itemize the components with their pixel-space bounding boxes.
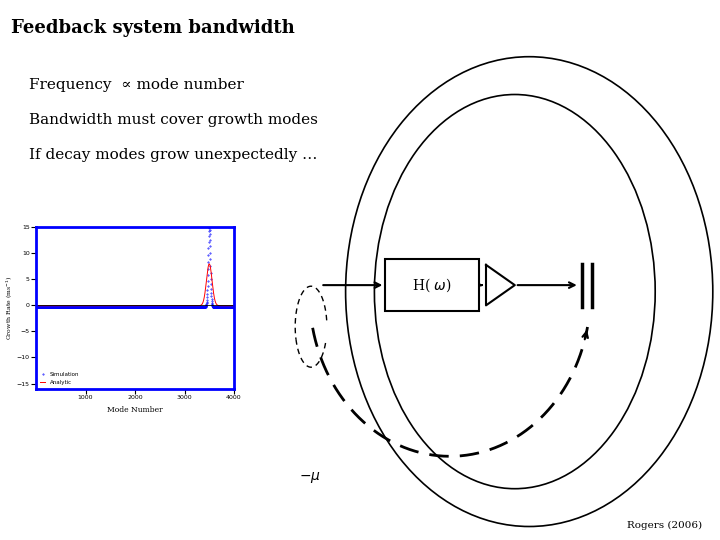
Simulation bbox=[169, 303, 178, 310]
Text: Frequency  ∝ mode number: Frequency ∝ mode number bbox=[29, 78, 243, 92]
Analytic bbox=[131, 302, 140, 309]
Simulation bbox=[204, 224, 213, 230]
X-axis label: Mode Number: Mode Number bbox=[107, 406, 163, 414]
Simulation bbox=[230, 303, 238, 310]
Text: Bandwidth must cover growth modes: Bandwidth must cover growth modes bbox=[29, 113, 318, 127]
Analytic bbox=[116, 302, 125, 309]
Analytic bbox=[230, 302, 238, 309]
Text: Rogers (2006): Rogers (2006) bbox=[627, 521, 702, 530]
Analytic bbox=[60, 302, 68, 309]
Simulation bbox=[89, 303, 97, 310]
Simulation bbox=[32, 303, 40, 310]
Simulation bbox=[54, 303, 63, 310]
Simulation bbox=[171, 303, 180, 310]
Text: If decay modes grow unexpectedly …: If decay modes grow unexpectedly … bbox=[29, 148, 318, 163]
Line: Analytic: Analytic bbox=[36, 264, 234, 306]
Line: Simulation: Simulation bbox=[35, 226, 235, 307]
Text: Feedback system bandwidth: Feedback system bandwidth bbox=[11, 19, 294, 37]
Analytic bbox=[166, 302, 175, 309]
Simulation bbox=[158, 303, 167, 310]
Legend: Simulation, Analytic: Simulation, Analytic bbox=[39, 371, 81, 386]
Simulation bbox=[41, 303, 50, 310]
Y-axis label: Growth Rate (ms$^{-1}$): Growth Rate (ms$^{-1}$) bbox=[4, 275, 14, 340]
Analytic bbox=[32, 302, 40, 309]
Analytic bbox=[118, 302, 127, 309]
Analytic bbox=[205, 261, 214, 267]
Analytic bbox=[71, 302, 80, 309]
Text: $-\mu$: $-\mu$ bbox=[299, 470, 320, 485]
Bar bbox=[385, 259, 479, 310]
Text: H( $\omega$): H( $\omega$) bbox=[412, 276, 452, 294]
